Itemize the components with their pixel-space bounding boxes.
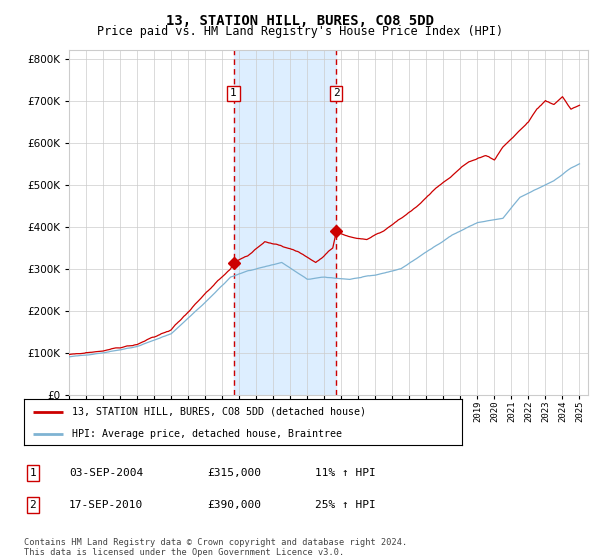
Text: £390,000: £390,000 xyxy=(207,500,261,510)
Text: 1: 1 xyxy=(230,88,237,99)
Text: Contains HM Land Registry data © Crown copyright and database right 2024.
This d: Contains HM Land Registry data © Crown c… xyxy=(24,538,407,557)
Text: 25% ↑ HPI: 25% ↑ HPI xyxy=(315,500,376,510)
Text: 2: 2 xyxy=(29,500,37,510)
Text: 03-SEP-2004: 03-SEP-2004 xyxy=(69,468,143,478)
Text: Price paid vs. HM Land Registry's House Price Index (HPI): Price paid vs. HM Land Registry's House … xyxy=(97,25,503,38)
Text: 13, STATION HILL, BURES, CO8 5DD (detached house): 13, STATION HILL, BURES, CO8 5DD (detach… xyxy=(72,407,366,417)
Text: 11% ↑ HPI: 11% ↑ HPI xyxy=(315,468,376,478)
Text: 13, STATION HILL, BURES, CO8 5DD: 13, STATION HILL, BURES, CO8 5DD xyxy=(166,14,434,28)
Text: £315,000: £315,000 xyxy=(207,468,261,478)
Text: 2: 2 xyxy=(333,88,340,99)
Text: 1: 1 xyxy=(29,468,37,478)
Text: HPI: Average price, detached house, Braintree: HPI: Average price, detached house, Brai… xyxy=(72,429,342,438)
Bar xyxy=(233,50,337,395)
Text: 17-SEP-2010: 17-SEP-2010 xyxy=(69,500,143,510)
